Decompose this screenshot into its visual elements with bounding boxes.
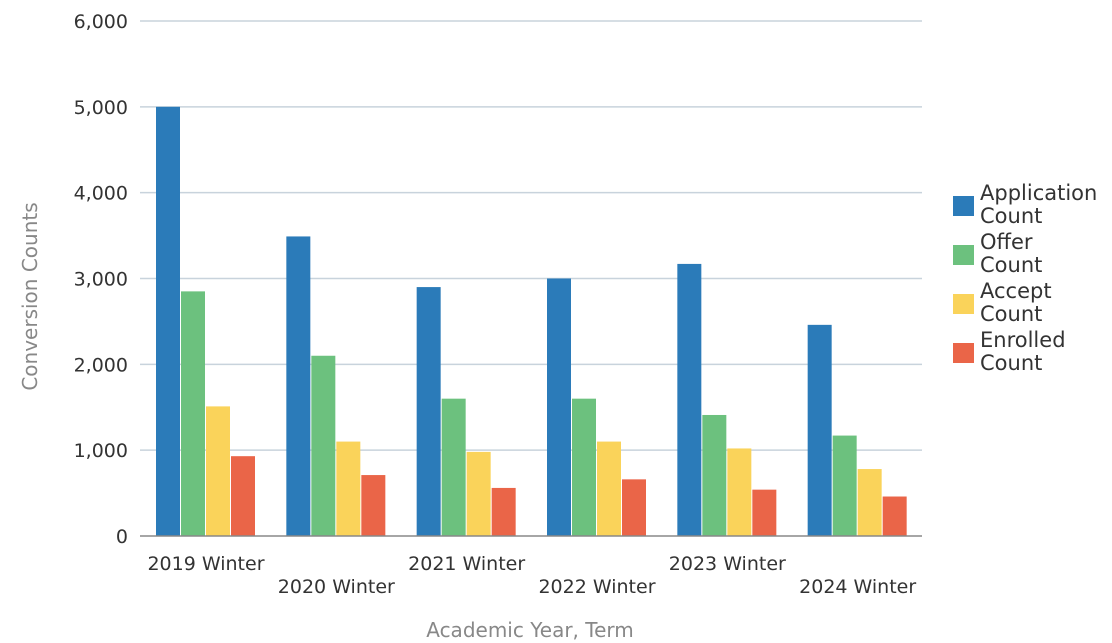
legend-label-line: Count [980, 302, 1042, 326]
bar-group [286, 236, 386, 537]
bar-offer-count[interactable] [181, 291, 205, 536]
legend-label-line: Count [980, 253, 1042, 277]
x-axis-tick-labels: 2019 Winter 2020 Winter 2021 Winter 2022 Wi… [147, 553, 916, 598]
legend-item[interactable]: Offer Count [953, 230, 1042, 277]
y-tick-label: 0 [116, 526, 128, 548]
bar-enrolled-count[interactable] [622, 479, 646, 536]
legend-label-line: Application [980, 181, 1097, 205]
y-tick-label: 2,000 [74, 354, 128, 376]
legend-label-line: Count [980, 204, 1042, 228]
legend-swatch [953, 196, 974, 216]
legend-item[interactable]: Enrolled Count [953, 328, 1066, 375]
bar-group [156, 106, 255, 536]
bar-enrolled-count[interactable] [231, 456, 255, 536]
legend-label-line: Enrolled [980, 328, 1066, 352]
bar-application-count[interactable] [677, 263, 702, 536]
bar-application-count[interactable] [156, 106, 180, 536]
x-axis-title: Academic Year, Term [426, 618, 634, 642]
x-tick-label: 2020 Winter [278, 576, 395, 598]
legend-item[interactable]: Accept Count [953, 279, 1052, 326]
bar-enrolled-count[interactable] [361, 475, 386, 536]
bar-group [547, 278, 646, 537]
gridlines [140, 20, 922, 451]
bar-application-count[interactable] [807, 324, 832, 536]
x-tick-label: 2019 Winter [147, 553, 264, 575]
bar-enrolled-count[interactable] [752, 489, 777, 536]
y-tick-label: 4,000 [74, 183, 128, 205]
bar-accept-count[interactable] [727, 448, 752, 536]
bar-accept-count[interactable] [597, 441, 621, 536]
y-axis-title: Conversion Counts [18, 202, 42, 390]
bar-offer-count[interactable] [441, 398, 466, 536]
bar-offer-count[interactable] [311, 355, 336, 536]
bar-group [807, 324, 907, 536]
bars [156, 106, 907, 537]
x-tick-label: 2021 Winter [408, 553, 525, 575]
bar-accept-count[interactable] [466, 451, 491, 536]
bar-application-count[interactable] [547, 278, 571, 537]
x-tick-label: 2023 Winter [669, 553, 786, 575]
y-tick-label: 1,000 [74, 440, 128, 462]
bar-offer-count[interactable] [832, 435, 857, 536]
bar-accept-count[interactable] [206, 406, 230, 536]
bar-offer-count[interactable] [572, 398, 596, 536]
legend-label: Application Count [980, 181, 1097, 228]
legend-swatch [953, 245, 974, 265]
legend-label: Enrolled Count [980, 328, 1066, 375]
y-tick-label: 3,000 [74, 269, 128, 291]
legend-label-line: Offer [980, 230, 1033, 254]
bar-offer-count[interactable] [702, 414, 727, 536]
legend-swatch [953, 343, 974, 363]
bar-accept-count[interactable] [857, 469, 882, 536]
bar-group [416, 287, 516, 536]
legend-item[interactable]: Application Count [953, 181, 1097, 228]
legend-label: Offer Count [980, 230, 1042, 277]
x-tick-label: 2022 Winter [538, 576, 655, 598]
x-tick-label: 2024 Winter [799, 576, 916, 598]
bar-group [677, 263, 777, 536]
legend-label: Accept Count [980, 279, 1052, 326]
legend-swatch [953, 294, 974, 314]
legend-label-line: Count [980, 351, 1042, 375]
y-tick-label: 5,000 [74, 97, 128, 119]
legend-label-line: Accept [980, 279, 1052, 303]
bar-application-count[interactable] [286, 236, 311, 537]
bar-enrolled-count[interactable] [491, 487, 516, 536]
bar-application-count[interactable] [416, 287, 441, 536]
y-tick-label: 6,000 [74, 11, 128, 33]
bar-enrolled-count[interactable] [882, 496, 907, 536]
bar-accept-count[interactable] [336, 441, 361, 536]
y-axis-tick-labels: 0 1,000 2,000 3,000 4,000 5,000 6,000 [74, 11, 128, 548]
